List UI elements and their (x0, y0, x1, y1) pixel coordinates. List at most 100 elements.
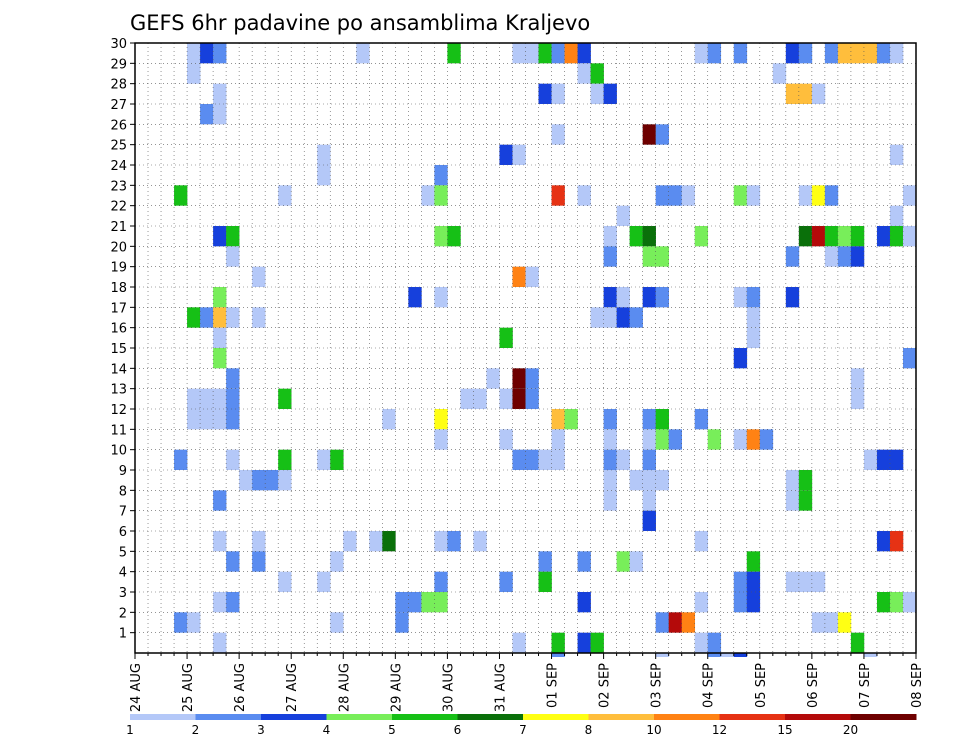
x-tick-label: 29 AUG (389, 663, 404, 712)
heatmap-cell (200, 409, 214, 430)
heatmap-cell (187, 307, 201, 328)
legend-swatch (588, 714, 655, 720)
heatmap-cell (746, 551, 761, 572)
heatmap-cell (837, 43, 852, 64)
y-tick-label: 26 (110, 118, 127, 133)
y-tick-label: 8 (119, 484, 127, 499)
heatmap-cell (434, 165, 448, 186)
y-tick-label: 22 (110, 200, 127, 215)
y-tick-label: 4 (119, 566, 127, 581)
heatmap-cell (434, 287, 448, 308)
legend-label: 3 (257, 723, 265, 737)
y-tick-label: 18 (110, 281, 127, 296)
heatmap-cell (356, 43, 370, 64)
heatmap-cell (174, 449, 188, 470)
heatmap-cell (408, 592, 422, 613)
heatmap-cell (889, 592, 904, 613)
heatmap-cell (434, 185, 448, 206)
heatmap-cell (317, 144, 331, 165)
legend-swatch (785, 714, 851, 720)
heatmap-cell (616, 205, 630, 226)
heatmap-cell (733, 429, 748, 450)
heatmap-cell (746, 327, 761, 348)
heatmap-cell (694, 632, 709, 653)
heatmap-cell (330, 612, 344, 633)
y-tick-label: 1 (119, 627, 127, 642)
legend-label: 12 (712, 723, 727, 737)
heatmap-cell (551, 449, 565, 470)
legend-label: 8 (585, 723, 593, 737)
heatmap-cell (226, 551, 240, 572)
legend-swatch (654, 714, 720, 720)
legend-label: 15 (777, 723, 792, 737)
heatmap-cell (213, 531, 227, 552)
heatmap-cell (824, 185, 839, 206)
heatmap-cell (434, 592, 448, 613)
heatmap-cell (642, 429, 656, 450)
heatmap-cell (642, 246, 656, 267)
heatmap-cell (655, 470, 669, 491)
heatmap-cell (512, 43, 526, 64)
legend-label: 2 (192, 723, 200, 737)
heatmap-cell (343, 531, 357, 552)
legend-swatch (457, 714, 524, 720)
heatmap-cell (473, 388, 487, 409)
heatmap-cell (889, 205, 904, 226)
heatmap-cell (850, 43, 865, 64)
heatmap-cell (447, 226, 461, 247)
heatmap-cell (902, 348, 917, 369)
heatmap-cell (551, 409, 565, 430)
heatmap-cell (382, 409, 396, 430)
x-tick-label: 31 AUG (493, 663, 508, 712)
heatmap-cell (252, 551, 266, 572)
heatmap-cell (278, 185, 292, 206)
heatmap-cell (213, 327, 227, 348)
y-tick-label: 23 (110, 179, 127, 194)
heatmap-cell (603, 490, 617, 511)
legend-swatch (261, 714, 327, 720)
heatmap-cell (187, 43, 201, 64)
heatmap-cell (876, 531, 891, 552)
heatmap-cell (616, 551, 630, 572)
heatmap-cell (889, 144, 904, 165)
y-tick-label: 5 (119, 545, 127, 560)
heatmap-cell (213, 348, 227, 369)
heatmap-cell (811, 83, 826, 104)
heatmap-cell (213, 632, 227, 653)
heatmap-cell (889, 226, 904, 247)
heatmap-cell (876, 226, 891, 247)
heatmap-cell (538, 43, 552, 64)
heatmap-cell (252, 266, 266, 287)
legend-swatch (130, 714, 196, 720)
x-tick-label: 02 SEP (598, 663, 613, 708)
heatmap-cell (733, 348, 748, 369)
heatmap-cell (655, 653, 669, 657)
heatmap-cell (655, 246, 669, 267)
heatmap-cell (642, 287, 656, 308)
heatmap-cell (213, 226, 227, 247)
x-tick-label: 01 SEP (546, 663, 561, 708)
heatmap-cell (642, 124, 656, 145)
heatmap-cell (603, 449, 617, 470)
heatmap-cell (226, 409, 240, 430)
heatmap-cell (525, 266, 539, 287)
heatmap-cell (707, 653, 722, 657)
heatmap-cell (551, 185, 565, 206)
heatmap-cell (226, 592, 240, 613)
x-tick-label: 28 AUG (337, 663, 352, 712)
heatmap-cell (629, 470, 643, 491)
grid-layer (135, 43, 916, 653)
legend-label: 7 (519, 723, 527, 737)
heatmap-cell (460, 388, 474, 409)
legend-swatch (195, 714, 262, 720)
heatmap-cell (499, 429, 513, 450)
legend-label: 1 (126, 723, 134, 737)
heatmap-cell (577, 43, 591, 64)
heatmap-cell (174, 612, 188, 633)
heatmap-cell (473, 531, 487, 552)
heatmap-cell (629, 307, 643, 328)
heatmap-cell (577, 185, 591, 206)
heatmap-cell (824, 612, 839, 633)
heatmap-cell (798, 470, 813, 491)
x-axis: 24 AUG 25 AUG 26 AUG 27 AUG 28 AUG 29 AUG 30 A… (129, 653, 925, 712)
